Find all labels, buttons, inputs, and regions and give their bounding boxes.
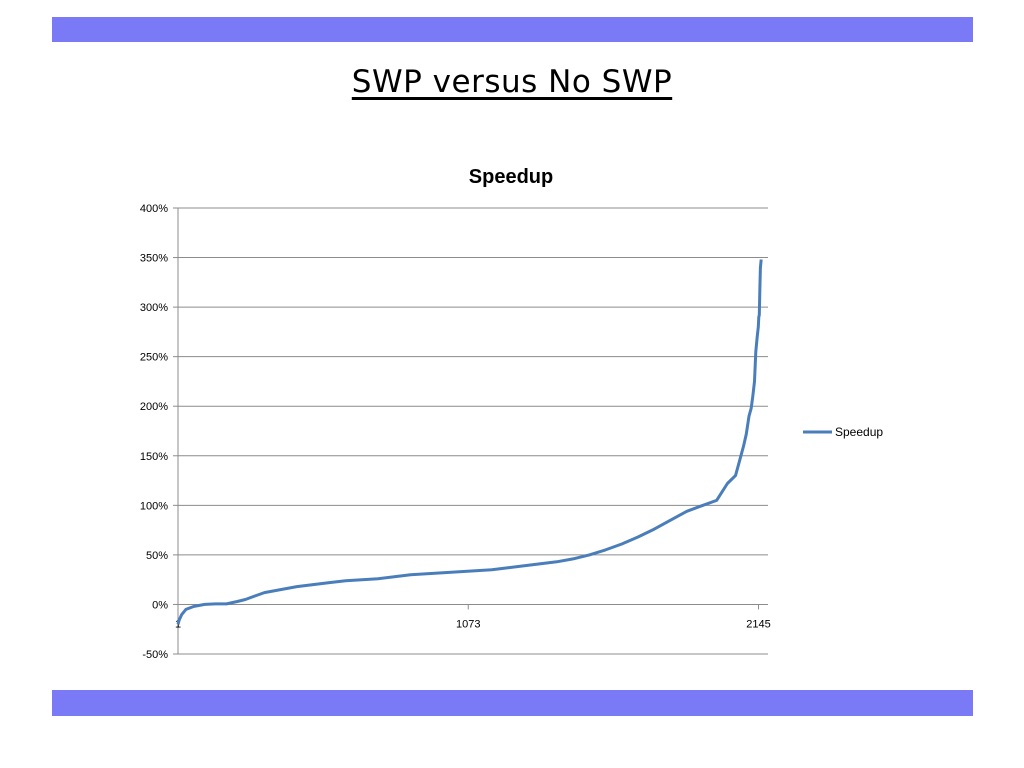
slide-title: SWP versus No SWP (351, 64, 673, 100)
y-tick-label: 350% (140, 253, 168, 265)
legend-label-speedup: Speedup (835, 425, 883, 439)
series-line-speedup (176, 259, 763, 625)
x-tick-label: 1 (175, 618, 181, 630)
y-tick-label: 300% (140, 302, 168, 314)
y-tick-label: -50% (142, 649, 168, 661)
legend: Speedup (803, 425, 883, 439)
y-tick-label: 100% (140, 500, 168, 512)
y-tick-label: 400% (140, 203, 168, 215)
x-tick-label: 2145 (746, 618, 770, 630)
y-tick-label: 200% (140, 401, 168, 413)
chart-title: Speedup (469, 166, 553, 188)
x-tick-label: 1073 (456, 618, 480, 630)
bottom-band (52, 690, 973, 716)
y-tick-label: 250% (140, 352, 168, 364)
top-band (52, 17, 973, 42)
y-tick-label: 150% (140, 451, 168, 463)
y-tick-label: 50% (146, 550, 168, 562)
y-tick-label: 0% (152, 599, 168, 611)
